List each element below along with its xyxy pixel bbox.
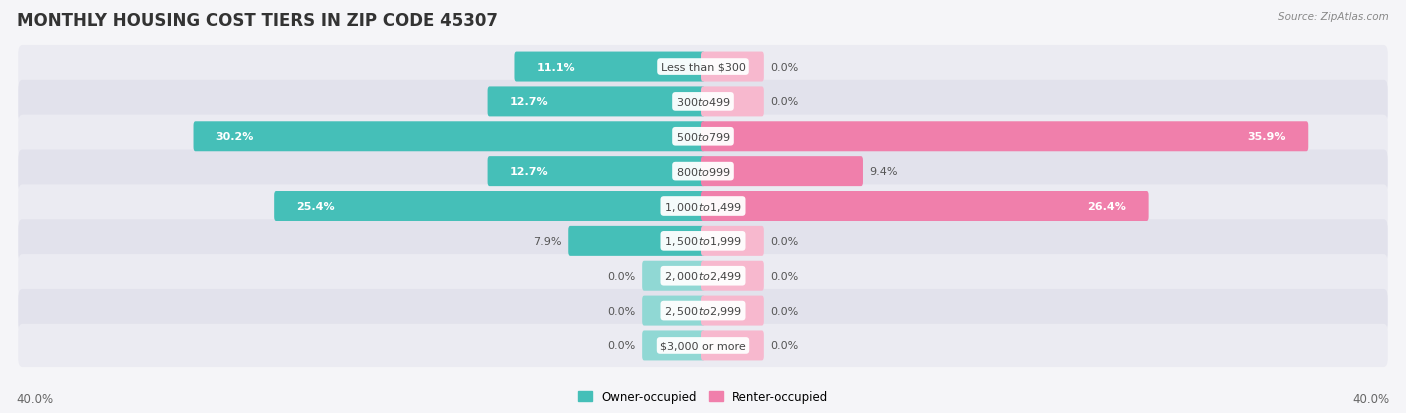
Text: $3,000 or more: $3,000 or more bbox=[661, 341, 745, 351]
Text: 26.4%: 26.4% bbox=[1088, 202, 1126, 211]
Text: $300 to $499: $300 to $499 bbox=[675, 96, 731, 108]
FancyBboxPatch shape bbox=[702, 52, 763, 82]
Text: 0.0%: 0.0% bbox=[607, 341, 636, 351]
Text: 0.0%: 0.0% bbox=[770, 97, 799, 107]
Text: 30.2%: 30.2% bbox=[215, 132, 254, 142]
Text: 40.0%: 40.0% bbox=[17, 392, 53, 405]
Text: MONTHLY HOUSING COST TIERS IN ZIP CODE 45307: MONTHLY HOUSING COST TIERS IN ZIP CODE 4… bbox=[17, 12, 498, 30]
Text: 0.0%: 0.0% bbox=[770, 306, 799, 316]
FancyBboxPatch shape bbox=[702, 157, 863, 187]
Text: 0.0%: 0.0% bbox=[770, 62, 799, 72]
FancyBboxPatch shape bbox=[274, 192, 704, 221]
FancyBboxPatch shape bbox=[18, 46, 1388, 89]
FancyBboxPatch shape bbox=[18, 150, 1388, 193]
FancyBboxPatch shape bbox=[702, 226, 763, 256]
Text: Less than $300: Less than $300 bbox=[661, 62, 745, 72]
Text: 25.4%: 25.4% bbox=[297, 202, 335, 211]
Text: 11.1%: 11.1% bbox=[537, 62, 575, 72]
Text: 40.0%: 40.0% bbox=[1353, 392, 1389, 405]
Text: 0.0%: 0.0% bbox=[770, 341, 799, 351]
Text: 12.7%: 12.7% bbox=[510, 97, 548, 107]
Text: 35.9%: 35.9% bbox=[1247, 132, 1286, 142]
Text: 9.4%: 9.4% bbox=[869, 167, 898, 177]
FancyBboxPatch shape bbox=[702, 87, 763, 117]
Text: 7.9%: 7.9% bbox=[533, 236, 562, 246]
FancyBboxPatch shape bbox=[702, 261, 763, 291]
Text: $1,000 to $1,499: $1,000 to $1,499 bbox=[664, 200, 742, 213]
FancyBboxPatch shape bbox=[18, 289, 1388, 332]
FancyBboxPatch shape bbox=[488, 157, 704, 187]
Text: $1,500 to $1,999: $1,500 to $1,999 bbox=[664, 235, 742, 248]
FancyBboxPatch shape bbox=[515, 52, 704, 82]
Legend: Owner-occupied, Renter-occupied: Owner-occupied, Renter-occupied bbox=[578, 390, 828, 403]
FancyBboxPatch shape bbox=[702, 192, 1149, 221]
Text: Source: ZipAtlas.com: Source: ZipAtlas.com bbox=[1278, 12, 1389, 22]
Text: 0.0%: 0.0% bbox=[770, 271, 799, 281]
Text: $500 to $799: $500 to $799 bbox=[675, 131, 731, 143]
FancyBboxPatch shape bbox=[643, 261, 704, 291]
FancyBboxPatch shape bbox=[18, 254, 1388, 298]
FancyBboxPatch shape bbox=[702, 296, 763, 326]
FancyBboxPatch shape bbox=[488, 87, 704, 117]
Text: 0.0%: 0.0% bbox=[770, 236, 799, 246]
FancyBboxPatch shape bbox=[643, 296, 704, 326]
Text: $2,500 to $2,999: $2,500 to $2,999 bbox=[664, 304, 742, 317]
FancyBboxPatch shape bbox=[18, 81, 1388, 124]
Text: $2,000 to $2,499: $2,000 to $2,499 bbox=[664, 270, 742, 282]
FancyBboxPatch shape bbox=[18, 115, 1388, 159]
FancyBboxPatch shape bbox=[702, 331, 763, 361]
FancyBboxPatch shape bbox=[18, 220, 1388, 263]
Text: $800 to $999: $800 to $999 bbox=[675, 166, 731, 178]
Text: 12.7%: 12.7% bbox=[510, 167, 548, 177]
Text: 0.0%: 0.0% bbox=[607, 271, 636, 281]
FancyBboxPatch shape bbox=[18, 185, 1388, 228]
Text: 0.0%: 0.0% bbox=[607, 306, 636, 316]
FancyBboxPatch shape bbox=[568, 226, 704, 256]
FancyBboxPatch shape bbox=[643, 331, 704, 361]
FancyBboxPatch shape bbox=[18, 324, 1388, 367]
FancyBboxPatch shape bbox=[194, 122, 704, 152]
FancyBboxPatch shape bbox=[702, 122, 1308, 152]
